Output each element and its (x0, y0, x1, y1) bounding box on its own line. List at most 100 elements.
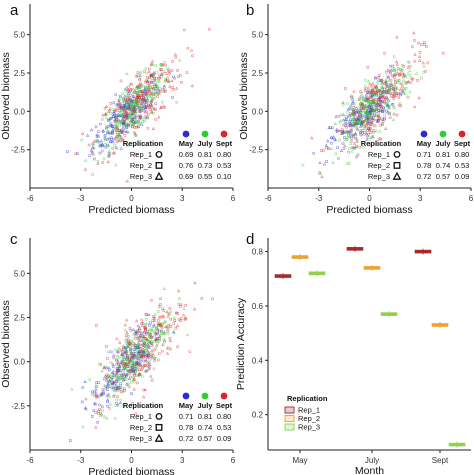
data-point (188, 350, 192, 354)
data-point (149, 103, 154, 107)
data-point (366, 104, 370, 108)
data-point (384, 85, 388, 89)
data-point (109, 361, 113, 365)
data-point (121, 375, 126, 380)
data-point (104, 146, 108, 149)
data-point (136, 359, 140, 363)
data-point (331, 135, 336, 139)
data-point (378, 104, 382, 108)
data-point (111, 108, 115, 112)
data-point (364, 85, 367, 88)
legend-label: Rep_1 (298, 406, 320, 415)
data-point (144, 66, 148, 70)
data-point (144, 322, 148, 326)
data-point (347, 114, 352, 118)
data-point (354, 145, 358, 149)
data-point (125, 71, 129, 75)
data-point (117, 98, 121, 102)
data-point (128, 361, 131, 365)
table-cell: 0.78 (417, 161, 432, 170)
data-point (134, 134, 138, 137)
data-point (341, 118, 346, 122)
data-point (334, 152, 338, 156)
data-point (177, 302, 181, 306)
data-point (128, 342, 132, 345)
data-point (383, 113, 387, 116)
data-point (145, 110, 149, 114)
data-point (139, 358, 143, 362)
data-point (125, 330, 129, 334)
data-point (417, 58, 422, 62)
data-point (92, 146, 96, 150)
table-column-header: Sept (454, 139, 471, 148)
data-point (165, 309, 169, 313)
data-point (132, 123, 135, 127)
data-point (176, 289, 181, 293)
data-point (126, 354, 129, 358)
data-point (148, 67, 151, 71)
x-tick-label: -3 (315, 194, 323, 203)
data-point (131, 402, 134, 406)
data-point (102, 414, 107, 418)
data-point (141, 84, 146, 88)
data-point (156, 339, 160, 343)
data-point (144, 105, 148, 109)
data-point (116, 379, 120, 383)
data-point (115, 337, 119, 341)
data-point (150, 348, 154, 353)
data-point (179, 319, 183, 322)
data-point (81, 132, 84, 136)
panel-label: a (10, 2, 19, 19)
data-point (155, 344, 159, 348)
data-point (131, 125, 134, 128)
series-rep-1 (274, 245, 432, 280)
data-point (147, 345, 151, 350)
data-point (393, 85, 398, 89)
data-point (147, 93, 151, 97)
data-point (150, 378, 154, 382)
data-point (392, 97, 396, 101)
table-column-header: May (179, 401, 194, 410)
data-point (169, 317, 172, 321)
data-point (101, 388, 105, 392)
data-point (310, 136, 314, 140)
data-point (113, 373, 117, 377)
data-point (81, 425, 85, 429)
data-point (391, 64, 395, 68)
data-point (376, 88, 379, 91)
data-point (395, 92, 399, 96)
data-point (99, 393, 104, 397)
data-point (412, 31, 416, 35)
data-point (66, 150, 69, 153)
data-point (125, 377, 129, 381)
data-point (354, 114, 358, 118)
data-point (380, 85, 384, 89)
data-point (99, 363, 103, 367)
y-tick-label: 2.5 (14, 69, 26, 78)
y-axis-title: Observed biomass (0, 52, 12, 140)
data-point (366, 79, 371, 83)
data-point (105, 416, 109, 420)
data-point (349, 112, 352, 115)
data-point (70, 387, 74, 391)
data-point (354, 126, 357, 129)
data-point (130, 392, 133, 396)
data-point (368, 143, 373, 147)
data-point (131, 355, 134, 359)
series-sept-points (310, 31, 445, 178)
data-point (136, 363, 140, 366)
data-point (139, 121, 143, 125)
data-point (127, 385, 131, 389)
data-point (101, 113, 105, 117)
data-point (123, 323, 127, 327)
data-point (140, 337, 145, 341)
table-cell: 0.09 (217, 434, 232, 443)
data-point (116, 386, 120, 390)
data-point (122, 96, 125, 100)
data-point (179, 305, 182, 308)
table-row-label: Rep_2 (130, 423, 152, 432)
data-point (98, 408, 102, 411)
x-tick-label: 0 (367, 194, 372, 203)
data-point (166, 332, 170, 335)
